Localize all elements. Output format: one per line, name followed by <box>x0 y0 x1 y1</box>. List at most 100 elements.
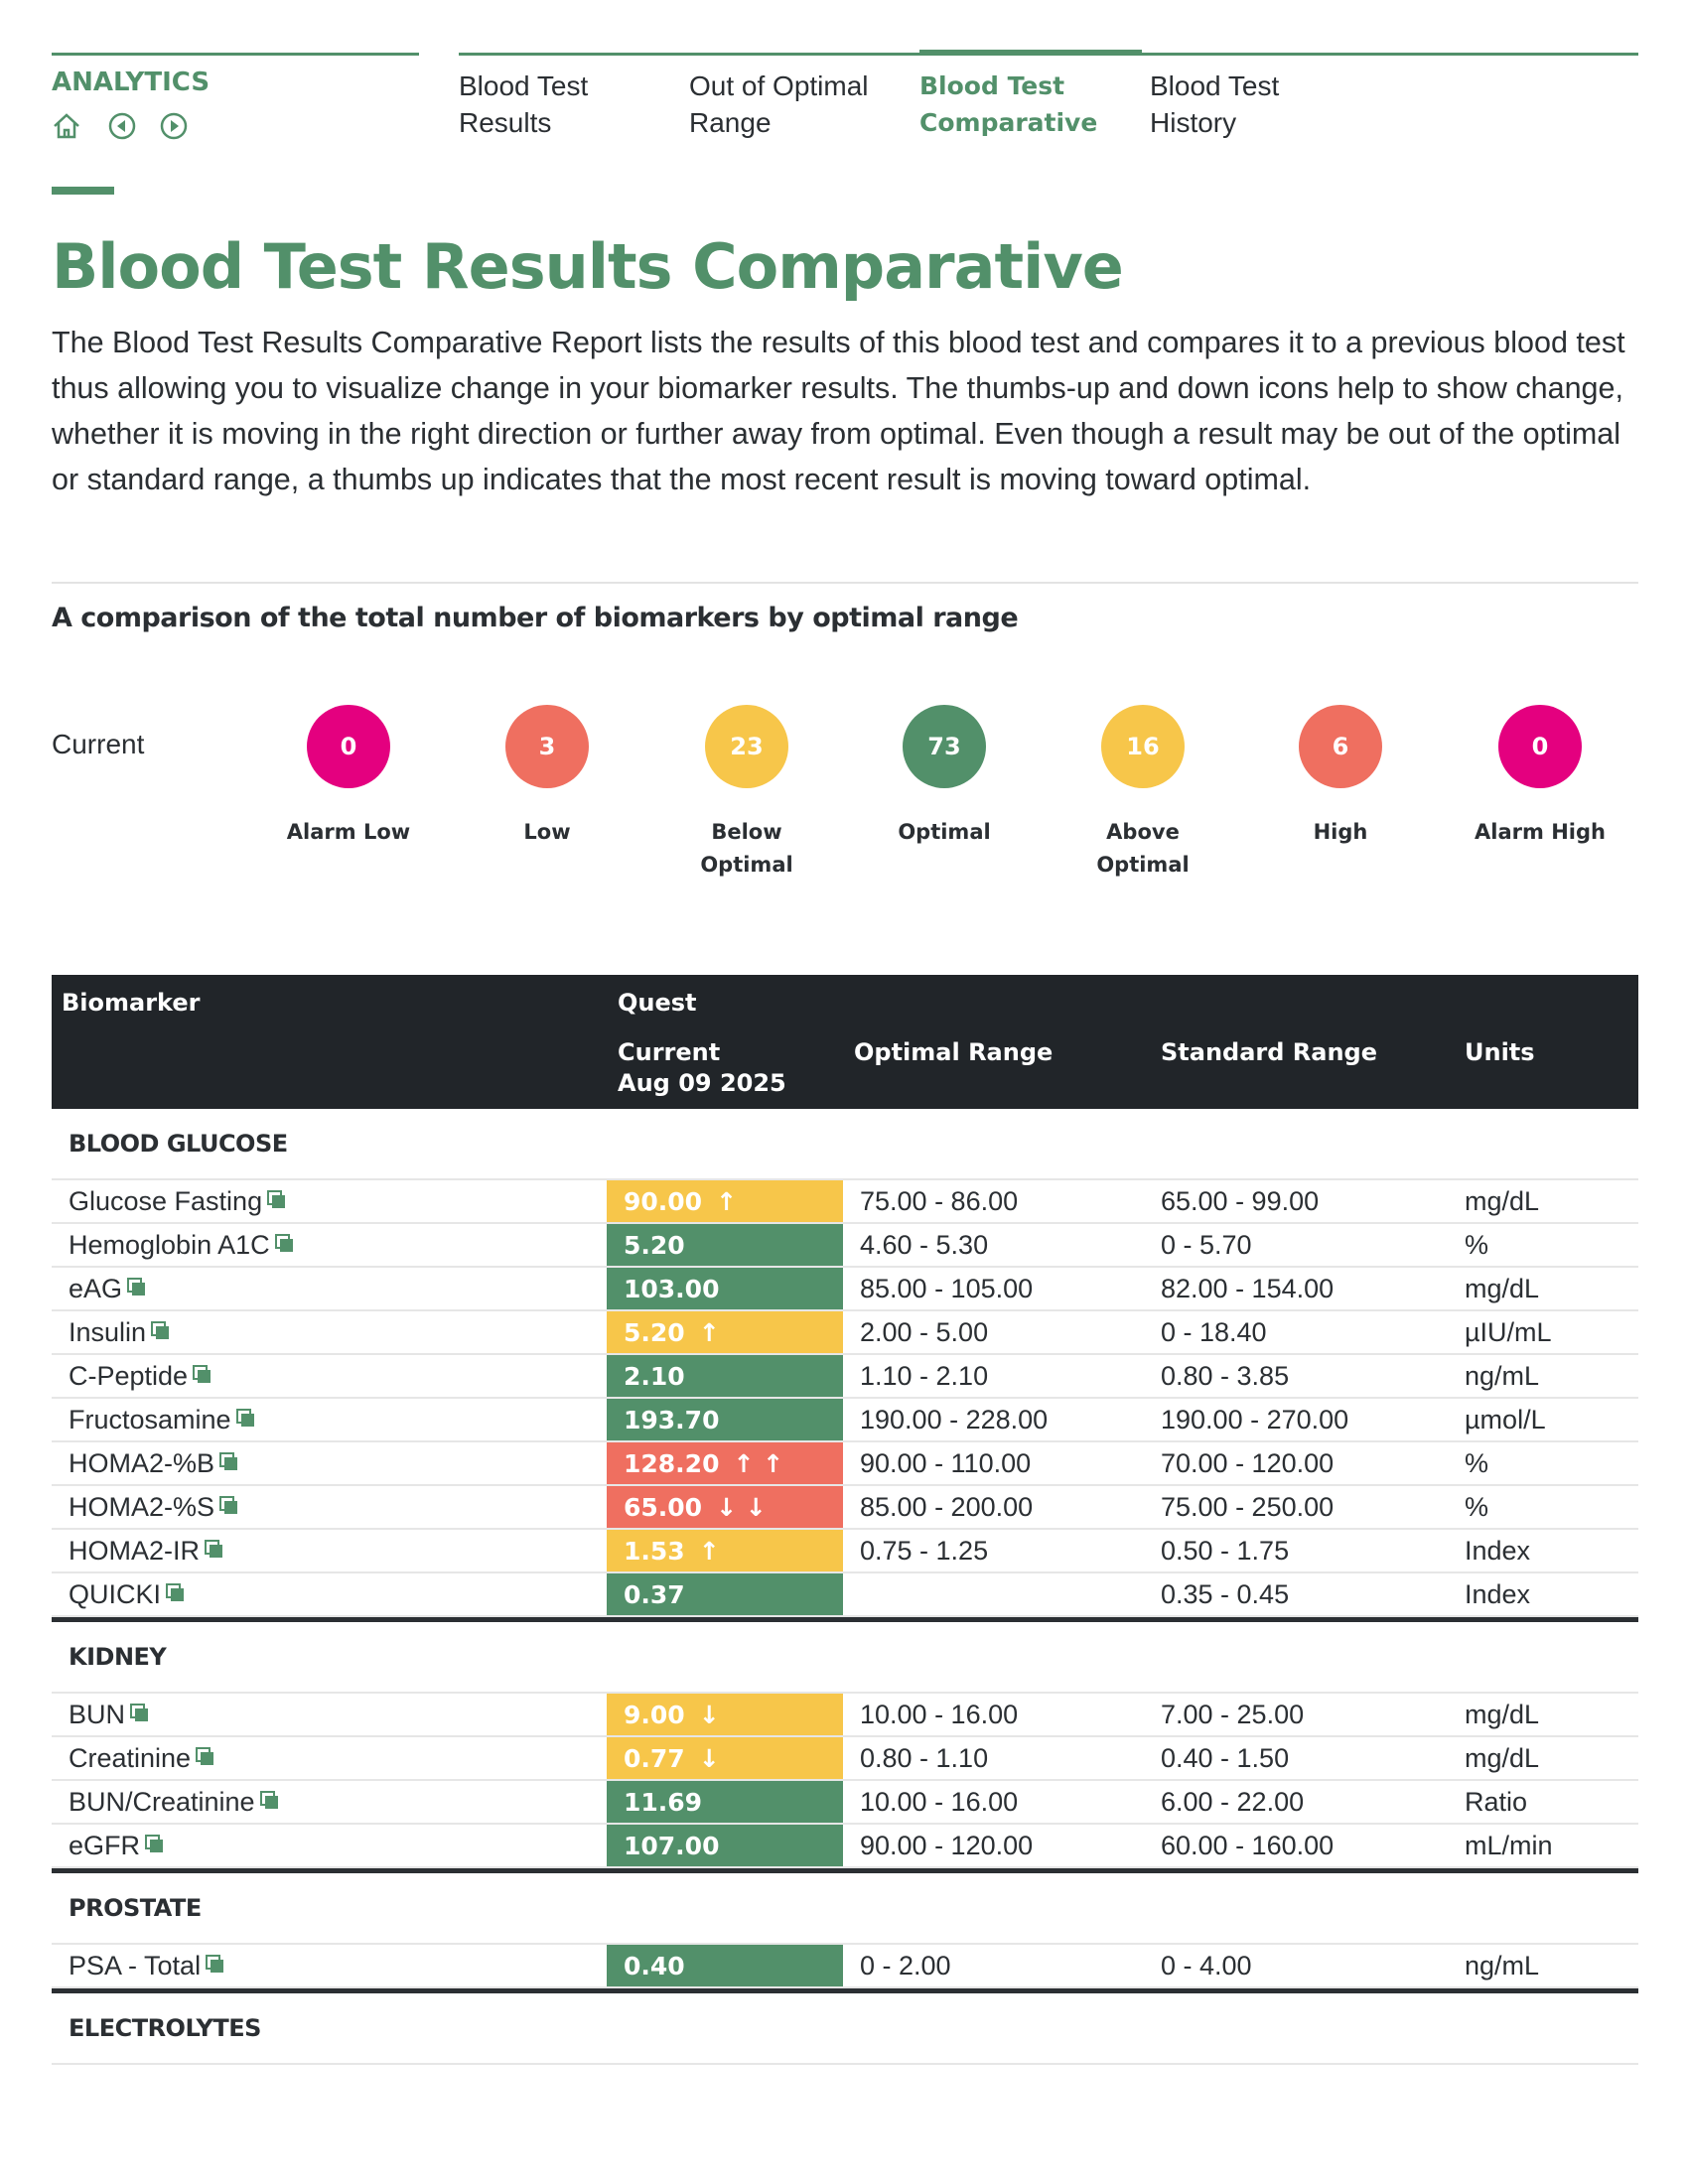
trend-arrows: ↑ ↑ <box>733 1448 784 1478</box>
count-label: Optimal <box>898 820 991 844</box>
name-text: Glucose Fasting <box>69 1185 263 1216</box>
back-icon[interactable] <box>108 112 136 140</box>
value-text: 0.77 <box>624 1743 685 1773</box>
copy-icon[interactable] <box>211 1959 224 1973</box>
copy-icon[interactable] <box>135 1707 149 1721</box>
group-separator <box>52 1617 1638 1622</box>
biomarker-name: Creatinine <box>52 1737 607 1779</box>
nav-icons <box>54 112 188 140</box>
divider <box>52 582 1638 584</box>
standard-range: 0.35 - 0.45 <box>1161 1578 1290 1609</box>
result-value: 90.00 ↑ <box>607 1180 843 1222</box>
standard-range: 6.00 - 22.00 <box>1161 1786 1305 1817</box>
copy-icon[interactable] <box>240 1413 254 1427</box>
copy-icon[interactable] <box>198 1369 211 1383</box>
table-row: BUN 9.00 ↓ 10.00 - 16.00 7.00 - 25.00 mg/dL <box>52 1694 1638 1737</box>
result-value: 1.53 ↑ <box>607 1530 843 1571</box>
copy-icon[interactable] <box>224 1500 238 1514</box>
result-value: 5.20 <box>607 1224 843 1266</box>
result-value: 9.00 ↓ <box>607 1694 843 1735</box>
standard-range: 60.00 - 160.00 <box>1161 1830 1335 1860</box>
forward-icon[interactable] <box>160 112 188 140</box>
value-text: 9.00 <box>624 1700 685 1729</box>
value-text: 5.20 <box>624 1230 685 1260</box>
group-heading: KIDNEY <box>52 1622 1638 1694</box>
value-text: 5.20 <box>624 1317 685 1347</box>
col-header: Biomarker <box>62 989 201 1017</box>
col-header: Standard Range <box>1161 1038 1378 1066</box>
optimal-range: 0.80 - 1.10 <box>860 1742 989 1773</box>
optimal-range: 85.00 - 200.00 <box>860 1491 1034 1522</box>
nav-tab[interactable]: Blood Test Comparative <box>919 50 1142 141</box>
name-text: HOMA2-%B <box>69 1447 215 1478</box>
nav-tab[interactable]: Blood Test Results <box>459 70 589 138</box>
group-separator <box>52 1868 1638 1873</box>
col-header: Optimal Range <box>854 1038 1054 1066</box>
copy-icon[interactable] <box>132 1282 146 1296</box>
biomarker-name: HOMA2-%S <box>52 1486 607 1528</box>
table-row: C-Peptide 2.10 1.10 - 2.10 0.80 - 3.85 ng/mL <box>52 1355 1638 1399</box>
result-value: 0.77 ↓ <box>607 1737 843 1779</box>
value-text: 90.00 <box>624 1186 703 1216</box>
units: µmol/L <box>1465 1404 1546 1434</box>
optimal-range <box>843 1573 1152 1615</box>
standard-range: 70.00 - 120.00 <box>1161 1447 1335 1478</box>
optimal-range: 90.00 - 110.00 <box>860 1447 1032 1478</box>
count-label: Alarm High <box>1475 820 1606 844</box>
copy-icon[interactable] <box>272 1194 286 1208</box>
accent-bar <box>52 187 114 195</box>
units: % <box>1465 1491 1489 1522</box>
home-icon[interactable] <box>54 113 79 139</box>
units: mg/dL <box>1465 1699 1540 1729</box>
copy-icon[interactable] <box>210 1544 223 1558</box>
biomarker-name: HOMA2-%B <box>52 1442 607 1484</box>
group-heading: PROSTATE <box>52 1873 1638 1945</box>
trend-arrows: ↑ <box>698 1317 720 1347</box>
table-row: HOMA2-%S 65.00 ↓ ↓ 85.00 - 200.00 75.00 - 25… <box>52 1486 1638 1530</box>
nav-tab[interactable]: Blood Test History <box>1150 70 1280 138</box>
col-header: Units <box>1465 1038 1535 1066</box>
biomarker-name: BUN <box>52 1694 607 1735</box>
biomarker-name: QUICKI <box>52 1573 607 1615</box>
units: ng/mL <box>1465 1950 1540 1980</box>
copy-icon[interactable] <box>171 1587 185 1601</box>
count-badge: 0 <box>1498 705 1582 788</box>
name-text: eGFR <box>69 1830 141 1860</box>
copy-icon[interactable] <box>224 1456 238 1470</box>
results-table: Biomarker Quest Current Aug 09 2025 Opti… <box>52 975 1638 2065</box>
optimal-range: 10.00 - 16.00 <box>860 1786 1019 1817</box>
standard-range: 7.00 - 25.00 <box>1161 1699 1305 1729</box>
value-text: 0.37 <box>624 1579 685 1609</box>
nav-tab[interactable]: Out of Optimal Range <box>689 70 869 138</box>
biomarker-name: Insulin <box>52 1311 607 1353</box>
value-text: 107.00 <box>624 1831 720 1860</box>
standard-range: 75.00 - 250.00 <box>1161 1491 1335 1522</box>
copy-icon[interactable] <box>150 1839 164 1852</box>
optimal-range: 0 - 2.00 <box>860 1950 951 1980</box>
value-text: 1.53 <box>624 1536 685 1566</box>
table-row: PSA - Total 0.40 0 - 2.00 0 - 4.00 ng/mL <box>52 1945 1638 1988</box>
biomarker-name: eGFR <box>52 1825 607 1866</box>
standard-range: 190.00 - 270.00 <box>1161 1404 1349 1434</box>
table-body: BLOOD GLUCOSE Glucose Fasting 90.00 ↑ 75.00 … <box>52 1109 1638 2065</box>
biomarker-name: PSA - Total <box>52 1945 607 1986</box>
biomarker-name: BUN/Creatinine <box>52 1781 607 1823</box>
table-row: eAG 103.00 85.00 - 105.00 82.00 - 154.00 mg/… <box>52 1268 1638 1311</box>
table-row: Glucose Fasting 90.00 ↑ 75.00 - 86.00 65.00 … <box>52 1180 1638 1224</box>
trend-arrows: ↓ ↓ <box>716 1492 767 1522</box>
name-text: Creatinine <box>69 1742 192 1773</box>
copy-icon[interactable] <box>264 1795 278 1809</box>
biomarker-name: eAG <box>52 1268 607 1309</box>
optimal-range: 2.00 - 5.00 <box>860 1316 989 1347</box>
biomarker-name: C-Peptide <box>52 1355 607 1397</box>
copy-icon[interactable] <box>279 1238 293 1252</box>
copy-icon[interactable] <box>156 1325 170 1339</box>
result-value: 2.10 <box>607 1355 843 1397</box>
copy-icon[interactable] <box>201 1751 214 1765</box>
units: mg/dL <box>1465 1742 1540 1773</box>
count-badge: 16 <box>1101 705 1185 788</box>
optimal-range: 0.75 - 1.25 <box>860 1535 989 1566</box>
units: mg/dL <box>1465 1273 1540 1303</box>
table-row: Insulin 5.20 ↑ 2.00 - 5.00 0 - 18.40 µIU/mL <box>52 1311 1638 1355</box>
count-label: High <box>1313 820 1368 844</box>
